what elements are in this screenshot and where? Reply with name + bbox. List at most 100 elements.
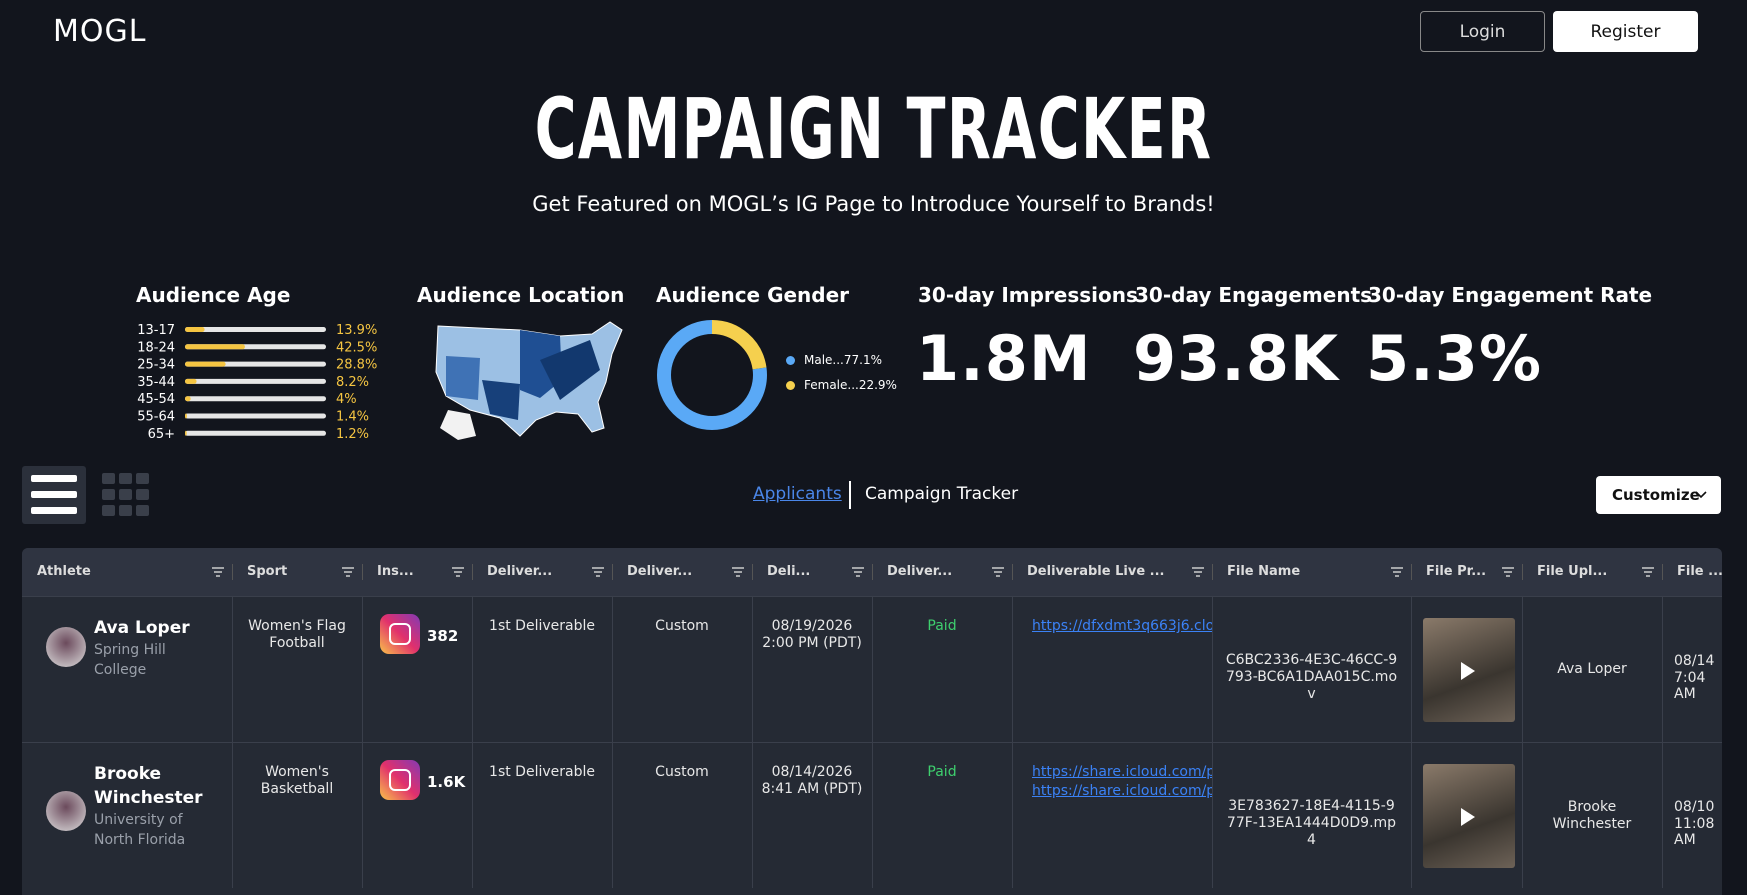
stat-value: 93.8K — [1133, 322, 1340, 395]
age-bar — [185, 378, 197, 384]
cell-border — [1662, 596, 1663, 742]
age-bar-track — [185, 413, 326, 419]
file-name: 3E783627-18E4-4115-977F-13EA1444D0D9.mp4 — [1226, 798, 1397, 848]
age-bar — [185, 396, 191, 402]
status: Paid — [927, 618, 957, 634]
filter-icon — [452, 567, 464, 577]
instagram-glyph — [389, 769, 411, 791]
column-icons — [452, 567, 464, 577]
age-bar — [185, 430, 187, 436]
filter-icon — [1192, 567, 1204, 577]
cell-border — [472, 742, 473, 888]
athlete-name[interactable]: Ava Loper — [94, 618, 190, 638]
cell-border — [752, 742, 753, 888]
column-header[interactable]: Deli... — [767, 564, 811, 579]
column-header[interactable]: Deliver... — [487, 564, 553, 579]
legend-dot — [786, 381, 795, 390]
campaign-tracker-tab[interactable]: Campaign Tracker — [865, 484, 1019, 504]
cell-border — [612, 742, 613, 888]
column-header[interactable]: Athlete — [37, 564, 91, 579]
chevron — [1695, 491, 1707, 499]
file-name: C6BC2336-4E3C-46CC-9793-BC6A1DAA015C.mov — [1225, 652, 1398, 702]
live-link[interactable]: https://share.icloud.com/p... — [1032, 764, 1212, 780]
filter-icon — [212, 567, 224, 577]
cell-border — [472, 596, 473, 742]
due-date: 8:41 AM (PDT) — [761, 781, 863, 797]
stat-title: Audience Gender — [656, 283, 850, 307]
upload-date: 08/10 — [1674, 799, 1715, 815]
age-label: 18-24 — [137, 340, 175, 355]
subtitle: Get Featured on MOGL’s IG Page to Introd… — [532, 192, 1215, 216]
age-label: 13-17 — [137, 323, 175, 338]
age-bar — [185, 361, 226, 367]
age-value: 1.2% — [336, 427, 369, 442]
filter-icon — [592, 567, 604, 577]
due-date: 08/19/2026 — [771, 618, 853, 634]
column-header[interactable]: Deliverable Live ... — [1027, 564, 1165, 579]
column-header[interactable]: Deliver... — [887, 564, 953, 579]
column-divider — [752, 564, 753, 580]
age-label: 35-44 — [137, 375, 175, 390]
sport: Women's Flag Football — [248, 618, 346, 651]
column-header[interactable]: File Pr... — [1426, 564, 1487, 579]
filter-icon — [342, 567, 354, 577]
applicants-tab[interactable]: Applicants — [753, 484, 842, 504]
tab-divider — [849, 481, 851, 509]
age-label: 45-54 — [137, 392, 175, 407]
stat-value: 5.3% — [1366, 322, 1542, 395]
age-label: 25-34 — [137, 358, 175, 373]
column-header[interactable]: File Upl... — [1537, 564, 1608, 579]
age-label: 65+ — [148, 427, 175, 442]
age-value: 8.2% — [336, 375, 369, 390]
column-icons — [592, 567, 604, 577]
due-date: 08/14/2026 — [771, 764, 853, 780]
cell-border — [1012, 742, 1013, 888]
age-bar-track — [185, 430, 326, 436]
age-value: 42.5% — [336, 340, 377, 355]
age-value: 1.4% — [336, 410, 369, 425]
live-link[interactable]: https://dfxdmt3q663j6.clo... — [1032, 618, 1212, 634]
deliverable: 1st Deliverable — [489, 764, 595, 780]
cell-border — [1212, 596, 1213, 742]
login-button[interactable]: Login — [1420, 11, 1545, 52]
logo[interactable]: MOGL — [53, 14, 147, 49]
age-bar-track — [185, 327, 326, 332]
stat-title: 30-day Impressions — [918, 283, 1138, 307]
cell-border — [1522, 742, 1523, 888]
column-divider — [362, 564, 363, 580]
cell-border — [1522, 596, 1523, 742]
age-value: 28.8% — [336, 358, 377, 373]
column-header[interactable]: Ins... — [377, 564, 414, 579]
filter-icon — [1391, 567, 1403, 577]
uploader: Ava Loper — [1557, 661, 1627, 677]
customize-button[interactable]: Customize — [1596, 476, 1721, 514]
deliverable-type: Custom — [655, 764, 709, 780]
stats-graphics: 13-17 13.9% 18-24 42.5% 25-34 28.8% 35-44 8.2% 4… — [137, 320, 767, 442]
status: Paid — [927, 764, 957, 780]
stat-title: Audience Location — [417, 283, 625, 307]
column-icons — [1642, 567, 1654, 577]
column-divider — [1522, 564, 1523, 580]
list-view-toggle[interactable] — [22, 466, 86, 524]
legend-label: Male...77.1% — [804, 353, 882, 367]
column-divider — [1212, 564, 1213, 580]
athlete-name[interactable]: Brooke Winchester — [94, 764, 203, 808]
athlete-school: Spring Hill College — [94, 642, 166, 678]
column-header[interactable]: File Name — [1227, 564, 1301, 579]
filter-icon — [1642, 567, 1654, 577]
column-divider — [872, 564, 873, 580]
grid-view-toggle[interactable] — [102, 473, 152, 517]
upload-date: 11:08 AM — [1674, 816, 1715, 848]
column-divider — [472, 564, 473, 580]
avatar — [46, 791, 86, 831]
filter-icon — [852, 567, 864, 577]
cell-border — [872, 596, 873, 742]
age-bar — [185, 344, 245, 350]
column-header[interactable]: Sport — [247, 564, 288, 579]
register-button[interactable]: Register — [1553, 11, 1698, 52]
column-header[interactable]: File ... — [1677, 564, 1722, 579]
column-icons — [732, 567, 744, 577]
live-link[interactable]: https://share.icloud.com/p... — [1032, 783, 1212, 799]
cell-border — [362, 742, 363, 888]
column-header[interactable]: Deliver... — [627, 564, 693, 579]
